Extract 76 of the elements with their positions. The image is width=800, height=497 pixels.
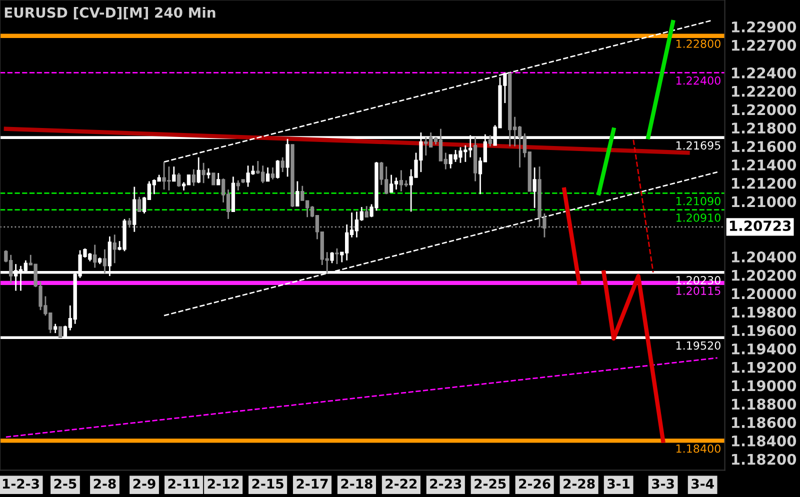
- candlestick: [335, 248, 339, 265]
- ref-line-label: 1.21695: [676, 141, 720, 150]
- y-tick-label: 1.20200: [732, 270, 796, 281]
- ref-line-label: 1.19520: [676, 341, 720, 350]
- y-tick-label: 1.22700: [732, 40, 796, 51]
- candlestick: [137, 196, 142, 212]
- y-tick-label: 1.19600: [732, 325, 796, 336]
- y-tick-label: 1.19000: [732, 380, 796, 392]
- y-tick-label: 1.21000: [732, 196, 796, 208]
- x-tick-label: 2-9: [133, 478, 156, 489]
- candlestick: [280, 156, 284, 173]
- candlestick: [236, 180, 240, 192]
- y-tick-label: 1.22400: [732, 67, 796, 78]
- x-tick-label: 3-1: [608, 478, 630, 489]
- x-tick-label: 2-15: [252, 478, 284, 489]
- x-tick-label: 2-22: [386, 478, 417, 489]
- candlestick: [270, 166, 275, 180]
- candlestick: [266, 166, 270, 182]
- x-tick-label: 2-26: [519, 478, 550, 489]
- candlestick: [330, 251, 334, 264]
- candlestick: [206, 168, 210, 180]
- x-tick-label: 2-5: [54, 478, 76, 489]
- y-tick-label: 1.20400: [732, 251, 796, 262]
- x-tick-label: 2-23: [430, 478, 462, 489]
- candlestick: [364, 205, 368, 218]
- y-tick-label: 1.18600: [732, 417, 796, 428]
- chart-title: EURUSD [CV-D][M] 240 Min: [4, 7, 216, 20]
- candlestick: [93, 244, 97, 268]
- candlestick: [112, 234, 116, 264]
- x-tick-label: 2-12: [208, 478, 239, 489]
- x-tick-label: 2-8: [94, 478, 116, 489]
- x-tick-label: 2-17: [296, 478, 328, 489]
- y-tick-label: 1.22000: [732, 104, 796, 116]
- candlestick: [286, 138, 290, 178]
- candlestick: [296, 180, 300, 207]
- x-tick-label: 3-4: [692, 478, 714, 489]
- y-tick-label: 1.21600: [732, 141, 796, 152]
- candlestick: [177, 172, 181, 188]
- candlestick: [192, 168, 196, 187]
- ref-line-label: 1.20910: [676, 213, 720, 222]
- y-tick-label: 1.19200: [732, 362, 796, 373]
- line-series: [602, 270, 666, 443]
- x-tick-label: 2-11: [168, 478, 200, 489]
- ref-line-label: 1.20115: [676, 286, 720, 295]
- y-tick-label: 1.22900: [732, 21, 796, 32]
- y-tick-label: 1.18800: [732, 398, 796, 410]
- y-tick-label: 1.18200: [732, 454, 796, 465]
- candlestick: [216, 172, 220, 186]
- y-tick-label: 1.22200: [732, 86, 796, 97]
- candlestick: [196, 156, 200, 184]
- ref-line-label: 1.21090: [676, 196, 720, 206]
- x-tick-label: 2-25: [474, 478, 506, 489]
- candlestick: [488, 134, 492, 147]
- x-tick-label: 1-2-3: [2, 478, 39, 489]
- y-tick-label: 1.21200: [732, 178, 796, 189]
- candlestick: [102, 248, 107, 274]
- candlestick: [532, 166, 536, 209]
- candlestick: [172, 166, 176, 182]
- candlestick: [202, 162, 206, 184]
- candlestick: [58, 326, 62, 338]
- ref-line-label: 1.22400: [676, 76, 720, 85]
- x-tick-label: 2-18: [341, 478, 372, 489]
- candlestick: [212, 172, 216, 186]
- candlestick: [276, 159, 280, 180]
- ref-line-label: 1.22800: [676, 40, 720, 48]
- y-tick-label: 1.19800: [732, 306, 796, 318]
- x-tick-label: 3-3: [652, 478, 674, 489]
- y-tick-label: 1.21400: [732, 159, 796, 170]
- y-tick-label: 1.19400: [732, 343, 796, 354]
- ref-line-label: 1.18400: [676, 444, 720, 453]
- y-tick-label: 1.21800: [732, 122, 796, 134]
- y-tick-label: 1.18400: [732, 435, 796, 446]
- candlestick: [128, 217, 132, 228]
- x-tick-label: 2-28: [564, 478, 595, 489]
- ref-line-label: 1.20723: [730, 220, 791, 232]
- y-tick-label: 1.20000: [732, 288, 796, 300]
